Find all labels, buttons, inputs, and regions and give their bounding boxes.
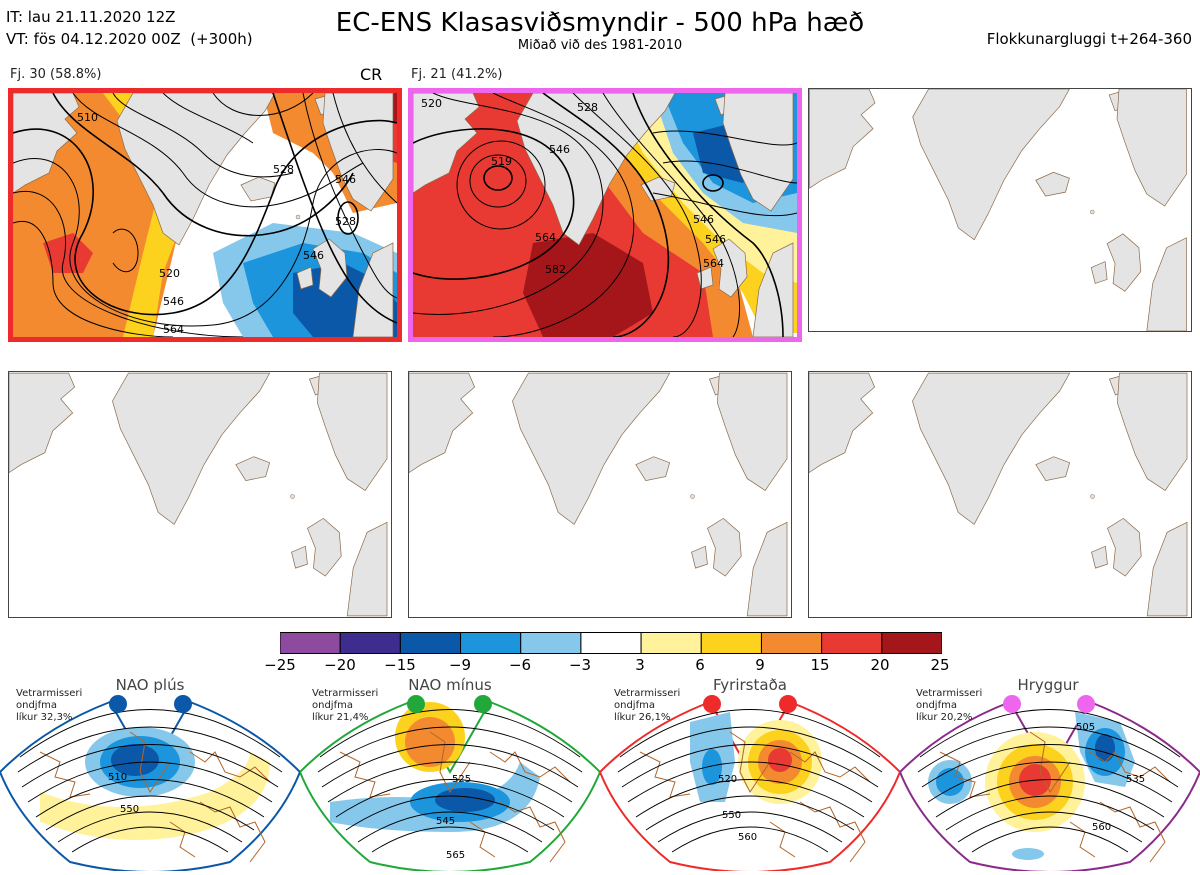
contour-label: 510 xyxy=(77,111,98,124)
panel-1-label: Fj. 30 (58.8%) xyxy=(10,67,102,82)
contour-label: 582 xyxy=(545,263,566,276)
colorbar-swatches xyxy=(279,632,943,654)
regime-nao-plus: 510 550 NAO plús Vetrarmisseri ondjfma l… xyxy=(0,676,302,873)
colorbar-tick: −15 xyxy=(384,656,416,674)
colorbar-swatch xyxy=(821,632,883,654)
colorbar-swatch xyxy=(339,632,401,654)
colorbar-swatch xyxy=(640,632,702,654)
cluster-panel-3 xyxy=(808,88,1192,332)
cluster-panel-1: 510 520 528 528 546 546 546 564 xyxy=(8,88,402,342)
regime-nao-minus: 525 545 565 NAO mínus Vetrarmisseri ondj… xyxy=(298,676,602,873)
contour-label: 528 xyxy=(577,101,598,114)
colorbar-swatch xyxy=(279,632,341,654)
contour-label: 519 xyxy=(491,155,512,168)
empty-map xyxy=(409,372,788,617)
cluster-1-map: 510 520 528 528 546 546 546 564 xyxy=(13,93,397,337)
contour-label: 560 xyxy=(738,832,757,843)
colorbar-tick: −3 xyxy=(568,656,592,674)
page-title: EC-ENS Klasasviðsmyndir - 500 hPa hæð xyxy=(335,8,865,38)
cluster-panel-5 xyxy=(408,371,792,618)
contour-label: 560 xyxy=(1092,822,1111,833)
regime-ridge: 505 535 560 Hryggur Vetrarmisseri ondjfm… xyxy=(898,676,1200,873)
contour-label: 565 xyxy=(446,850,465,861)
contour-label: 510 xyxy=(108,772,127,783)
contour-label: 564 xyxy=(535,231,556,244)
regime-dot xyxy=(407,695,425,713)
regime-map: 520 550 560 xyxy=(598,695,902,873)
contour-label: 564 xyxy=(703,257,724,270)
colorbar-tick: 25 xyxy=(930,656,950,674)
init-time: IT: lau 21.11.2020 12Z xyxy=(6,8,176,26)
contour-label: 546 xyxy=(549,143,570,156)
cluster-panel-4 xyxy=(8,371,392,618)
colorbar-tick: −9 xyxy=(448,656,472,674)
contour-label: 520 xyxy=(421,97,442,110)
contour-label: 505 xyxy=(1076,722,1095,733)
regime-dot xyxy=(779,695,797,713)
contour-label: 550 xyxy=(722,810,741,821)
contour-label: 535 xyxy=(1126,774,1145,785)
regime-dot xyxy=(109,695,127,713)
regime-note: Vetrarmisseri ondjfma líkur 20,2% xyxy=(916,688,983,723)
regime-map: 505 535 560 xyxy=(898,695,1200,873)
colorbar-tick: 15 xyxy=(810,656,830,674)
colorbar-swatch xyxy=(520,632,582,654)
colorbar-swatch xyxy=(460,632,522,654)
regime-title: NAO mínus xyxy=(408,676,492,694)
regime-title: NAO plús xyxy=(115,676,185,694)
contour-label: 525 xyxy=(452,774,471,785)
contour-label: 545 xyxy=(436,816,455,827)
colorbar-tick: −25 xyxy=(264,656,296,674)
colorbar-ticks: −25 −20 −15 −9 −6 −3 3 6 9 15 20 25 xyxy=(260,656,962,676)
contour-label: 550 xyxy=(120,804,139,815)
colorbar-tick: 6 xyxy=(695,656,705,674)
regime-note: Vetrarmisseri ondjfma líkur 26,1% xyxy=(614,688,681,723)
regime-dot xyxy=(1003,695,1021,713)
regime-title: Fyrirstaða xyxy=(713,676,787,694)
page-subtitle: Miðað við des 1981-2010 xyxy=(517,38,683,53)
contour-label: 564 xyxy=(163,323,184,336)
colorbar-tick: −6 xyxy=(508,656,532,674)
panel-1-tag: CR xyxy=(360,65,383,84)
valid-time: VT: fös 04.12.2020 00Z (+300h) xyxy=(6,30,253,48)
regime-dot xyxy=(174,695,192,713)
regime-map: 510 550 xyxy=(0,695,302,873)
cluster-panel-6 xyxy=(808,371,1192,618)
contour-label: 546 xyxy=(335,173,356,186)
empty-map xyxy=(809,372,1188,617)
contour-label: 546 xyxy=(705,233,726,246)
colorbar-swatch xyxy=(580,632,642,654)
colorbar-swatch xyxy=(881,632,943,654)
contour-label: 520 xyxy=(718,774,737,785)
contour-label: 546 xyxy=(163,295,184,308)
empty-map xyxy=(809,89,1187,331)
colorbar-tick: 3 xyxy=(635,656,645,674)
contour-label: 546 xyxy=(693,213,714,226)
colorbar-swatch xyxy=(760,632,823,654)
regime-note: Vetrarmisseri ondjfma líkur 32,3% xyxy=(16,688,83,723)
empty-map xyxy=(9,372,388,617)
regime-dot xyxy=(474,695,492,713)
regime-note: Vetrarmisseri ondjfma líkur 21,4% xyxy=(312,688,379,723)
header-times: IT: lau 21.11.2020 12Z VT: fös 04.12.202… xyxy=(6,6,253,50)
contour-label: 528 xyxy=(335,215,356,228)
cluster-panel-2: 520 519 528 546 546 564 582 546 564 xyxy=(408,88,802,342)
colorbar-swatch xyxy=(700,632,762,654)
panel-2-label: Fj. 21 (41.2%) xyxy=(411,67,503,82)
contour-label: 528 xyxy=(273,163,294,176)
colorbar xyxy=(279,632,943,654)
classification-window: Flokkunargluggi t+264-360 xyxy=(986,30,1192,48)
colorbar-tick: −20 xyxy=(324,656,356,674)
colorbar-tick: 20 xyxy=(870,656,890,674)
regime-blocking: 520 550 560 Fyrirstaða Vetrarmisseri ond… xyxy=(598,676,902,873)
regime-dot xyxy=(1077,695,1095,713)
cluster-2-map: 520 519 528 546 546 564 582 546 564 xyxy=(413,93,797,337)
colorbar-tick: 9 xyxy=(755,656,765,674)
regime-dot xyxy=(703,695,721,713)
regime-title: Hryggur xyxy=(1017,676,1079,694)
contour-label: 546 xyxy=(303,249,324,262)
colorbar-swatch xyxy=(399,632,462,654)
contour-label: 520 xyxy=(159,267,180,280)
